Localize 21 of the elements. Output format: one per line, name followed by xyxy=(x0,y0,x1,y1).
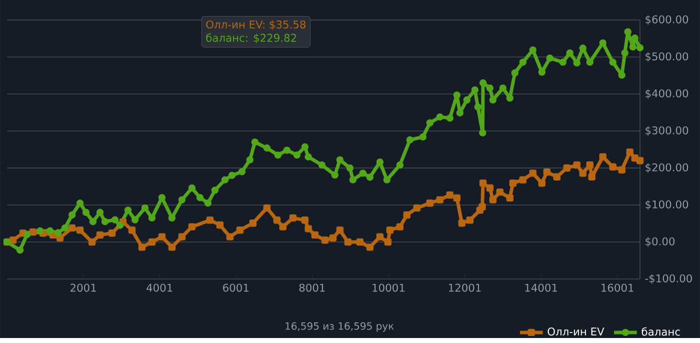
annotation: Олл-ин EV: $35.58 xyxy=(206,20,306,30)
x-tick-label: 16001 xyxy=(602,284,634,292)
y-tick-label: $600.00 xyxy=(646,15,688,25)
y-tick-label: $0.00 xyxy=(646,237,675,247)
annotation: баланс: $229.82 xyxy=(206,33,296,44)
y-tick-label: $400.00 xyxy=(646,89,688,99)
x-tick-label: 8001 xyxy=(299,284,325,292)
x-tick-label: 2001 xyxy=(70,284,96,292)
y-tick-label: -$100.00 xyxy=(645,274,692,284)
text: 16,595 из 16,595 рук xyxy=(286,322,394,332)
legend-label: баланс xyxy=(642,327,680,336)
y-tick-label: $100.00 xyxy=(646,200,688,210)
x-tick-label: 14001 xyxy=(525,284,558,292)
y-tick-label: $500.00 xyxy=(646,52,688,62)
y-tick-label: $200.00 xyxy=(646,163,688,173)
x-tick-label: 6001 xyxy=(223,284,248,292)
x-tick-label: 10001 xyxy=(372,284,404,292)
x-tick-label: 12001 xyxy=(448,284,481,292)
legend-label: Олл-ин EV xyxy=(548,328,604,336)
y-tick-label: $300.00 xyxy=(646,126,688,136)
x-tick-label: 4001 xyxy=(146,284,172,292)
